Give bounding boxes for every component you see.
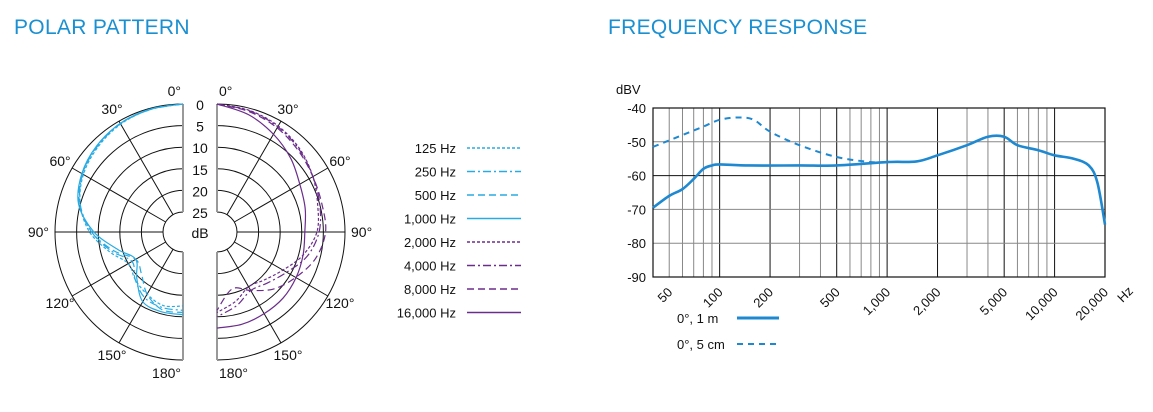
freq-xtick-label: 500 xyxy=(817,285,843,311)
freq-xtick-label: 100 xyxy=(700,285,726,311)
polar-angle-label: 150° xyxy=(98,347,127,363)
polar-ring-left xyxy=(162,211,184,253)
freq-ytick-label: -80 xyxy=(627,236,646,251)
polar-db-label: 20 xyxy=(192,183,208,199)
freq-ytick-label: -50 xyxy=(627,135,646,150)
polar-spoke-left xyxy=(118,249,174,344)
polar-pattern-title: POLAR PATTERN xyxy=(14,16,190,39)
polar-db-label: dB xyxy=(191,225,208,241)
freq-curve-1 xyxy=(652,116,888,164)
polar-legend-label: 16,000 Hz xyxy=(397,306,456,321)
polar-curve-7 xyxy=(216,103,307,329)
polar-legend-label: 4,000 Hz xyxy=(404,259,456,274)
polar-legend-label: 8,000 Hz xyxy=(404,282,456,297)
polar-angle-label: 180° xyxy=(152,365,181,381)
polar-ring-right xyxy=(216,211,238,253)
polar-db-label: 0 xyxy=(196,97,204,113)
frequency-response-title: FREQUENCY RESPONSE xyxy=(608,16,868,39)
freq-ytick-label: -90 xyxy=(627,270,646,285)
polar-curve-1 xyxy=(78,103,184,311)
polar-legend-label: 1,000 Hz xyxy=(404,212,456,227)
polar-curve-3 xyxy=(77,103,184,316)
polar-spoke-left xyxy=(71,241,166,297)
freq-plot-frame xyxy=(652,107,1106,278)
polar-spoke-right xyxy=(226,120,282,215)
freq-xtick-label: 50 xyxy=(655,285,676,306)
polar-angle-label: 0° xyxy=(168,83,181,99)
polar-angle-label: 150° xyxy=(274,347,303,363)
polar-angle-label: 180° xyxy=(219,365,248,381)
polar-legend-label: 500 Hz xyxy=(415,188,456,203)
freq-legend-label: 0°, 1 m xyxy=(677,311,718,326)
freq-xlabel: Hz xyxy=(1114,283,1136,305)
polar-angle-label: 30° xyxy=(277,101,298,117)
polar-db-label: 10 xyxy=(192,140,208,156)
freq-xtick-label: 200 xyxy=(750,285,776,311)
polar-legend-label: 250 Hz xyxy=(415,165,456,180)
polar-angle-label: 90° xyxy=(351,224,372,240)
freq-ylabel: dBV xyxy=(616,82,641,97)
polar-angle-label: 90° xyxy=(28,224,49,240)
polar-spoke-right xyxy=(226,249,282,344)
polar-curve-2 xyxy=(78,103,184,314)
polar-angle-label: 120° xyxy=(46,295,75,311)
polar-legend-label: 2,000 Hz xyxy=(404,235,456,250)
polar-angle-label: 60° xyxy=(49,153,70,169)
polar-spoke-right xyxy=(234,167,329,223)
polar-legend-label: 125 Hz xyxy=(415,141,456,156)
polar-db-label: 25 xyxy=(192,205,208,221)
freq-ytick-label: -40 xyxy=(627,101,646,116)
polar-db-label: 5 xyxy=(196,119,204,135)
freq-xtick-label: 2,000 xyxy=(910,285,944,319)
polar-curve-4 xyxy=(216,103,320,313)
polar-angle-label: 0° xyxy=(219,83,232,99)
polar-curve-6 xyxy=(216,103,327,311)
polar-angle-label: 120° xyxy=(325,295,354,311)
freq-xtick-label: 10,000 xyxy=(1022,285,1061,324)
freq-ytick-label: -60 xyxy=(627,169,646,184)
polar-spoke-left xyxy=(118,120,174,215)
polar-db-label: 15 xyxy=(192,162,208,178)
freq-xtick-label: 20,000 xyxy=(1072,285,1111,324)
polar-spoke-left xyxy=(71,167,166,223)
polar-angle-label: 60° xyxy=(329,153,350,169)
freq-xtick-label: 1,000 xyxy=(860,285,894,319)
polar-angle-label: 30° xyxy=(101,101,122,117)
freq-xtick-label: 5,000 xyxy=(977,285,1011,319)
freq-legend-label: 0°, 5 cm xyxy=(677,337,725,352)
freq-curve-0 xyxy=(652,134,1107,225)
freq-ytick-label: -70 xyxy=(627,202,646,217)
polar-spoke-right xyxy=(234,241,329,297)
